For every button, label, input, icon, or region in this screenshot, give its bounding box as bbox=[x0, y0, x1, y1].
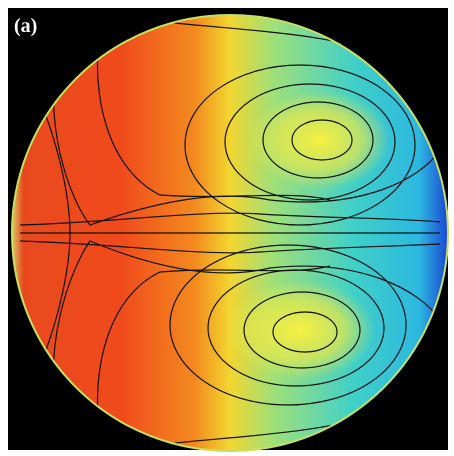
vortex-lower bbox=[225, 280, 375, 380]
vortex-upper bbox=[250, 90, 390, 190]
figure: (a) bbox=[0, 0, 454, 456]
panel-label: (a) bbox=[14, 15, 37, 37]
